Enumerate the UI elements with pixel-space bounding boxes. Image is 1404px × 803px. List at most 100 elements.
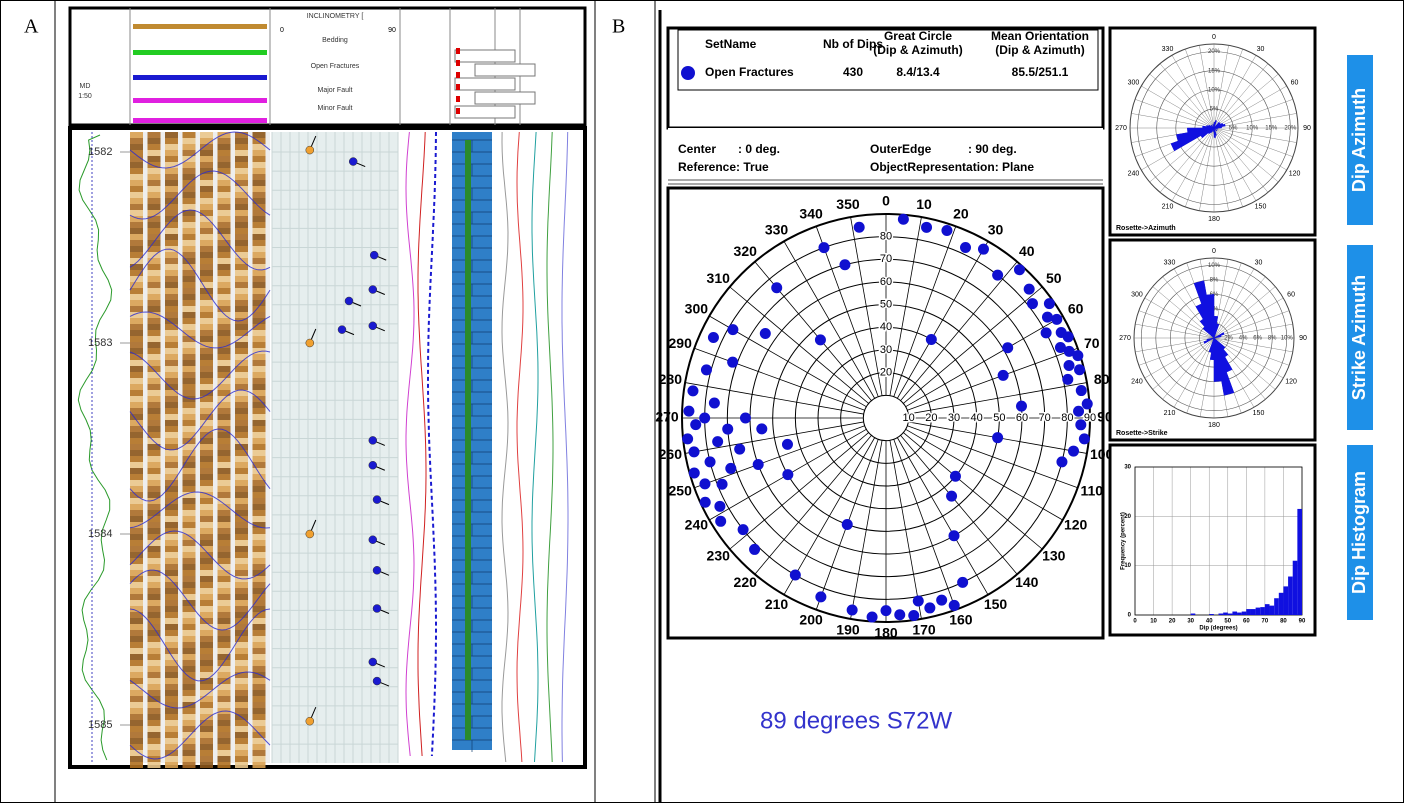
dip-label: 90 — [1084, 412, 1096, 424]
table-cell: Open Fractures — [705, 65, 794, 79]
rose-direction-label: 210 — [1162, 204, 1174, 211]
pole-point — [756, 423, 768, 435]
image-log-cell — [147, 714, 161, 720]
image-log-cell — [200, 252, 213, 258]
image-log-cell — [200, 738, 213, 744]
image-log-cell — [252, 474, 266, 480]
image-log-cell — [130, 642, 143, 648]
azimuth-spoke — [905, 315, 1063, 408]
image-log-cell — [165, 570, 178, 576]
image-log-cell — [130, 708, 143, 714]
rose-spoke — [1159, 127, 1215, 193]
image-log-cell — [200, 570, 213, 576]
dip-scale-label: 0 — [280, 27, 284, 34]
image-log-cell — [200, 504, 213, 510]
image-log-cell — [147, 594, 161, 600]
image-log-cell — [252, 534, 266, 540]
image-log-cell — [235, 642, 248, 648]
rose-ring-label: 4% — [1210, 306, 1219, 312]
rose-spoke — [1213, 45, 1229, 129]
image-log-cell — [252, 630, 266, 636]
image-log-cell — [217, 426, 231, 432]
header-flag — [456, 84, 460, 90]
pole-point — [846, 604, 858, 616]
image-log-cell — [252, 258, 266, 264]
image-log-cell — [182, 162, 196, 168]
image-log-cell — [200, 720, 213, 726]
sinusoid — [129, 350, 271, 400]
image-log-cell — [235, 282, 248, 288]
pole-point — [1015, 400, 1027, 412]
image-log-cell — [217, 588, 231, 594]
pole-point — [727, 356, 739, 368]
azimuth-spoke — [729, 286, 869, 404]
image-log-cell — [182, 552, 196, 558]
dip-label: 10 — [903, 412, 915, 424]
image-log-cell — [130, 480, 143, 486]
image-log-cell — [252, 360, 266, 366]
dip-label: 50 — [880, 299, 892, 311]
image-log-cell — [217, 132, 231, 138]
pole-point — [737, 524, 749, 536]
image-log-cell — [130, 540, 143, 546]
y-tick-label: 0 — [1128, 613, 1132, 619]
image-log-cell — [147, 558, 161, 564]
image-log-cell — [200, 168, 213, 174]
image-log-cell — [200, 648, 213, 654]
azimuth-label: 70 — [1084, 335, 1100, 351]
rose-ring-label: 5% — [1229, 126, 1238, 132]
image-log-cell — [235, 306, 248, 312]
image-log-cell — [182, 390, 196, 396]
image-log-cell — [217, 462, 231, 468]
image-log-cell — [200, 264, 213, 270]
image-log-cell — [147, 276, 161, 282]
image-log-cell — [147, 738, 161, 744]
image-log-cell — [200, 534, 213, 540]
image-log-cell — [165, 540, 178, 546]
image-log-cell — [165, 684, 178, 690]
image-log-cell — [130, 750, 143, 756]
image-log-cell — [147, 510, 161, 516]
image-log-cell — [165, 450, 178, 456]
image-log-cell — [130, 312, 143, 318]
image-log-cell — [147, 648, 161, 654]
image-log-cell — [147, 618, 161, 624]
image-log-cell — [235, 336, 248, 342]
image-log-cell — [217, 714, 231, 720]
x-tick-label: 80 — [1280, 619, 1287, 625]
image-log-cell — [147, 552, 161, 558]
pole-point — [1062, 331, 1074, 343]
image-log-cell — [217, 516, 231, 522]
image-log-cell — [165, 336, 178, 342]
azimuth-label: 110 — [1080, 483, 1103, 499]
image-log-cell — [200, 558, 213, 564]
dip-label: 60 — [880, 276, 892, 288]
image-log-cell — [200, 132, 213, 138]
image-log-cell — [182, 468, 196, 474]
image-log-cell — [165, 318, 178, 324]
image-log-cell — [217, 198, 231, 204]
image-log-cell — [182, 336, 196, 342]
histogram-bar — [1283, 586, 1289, 615]
image-log-cell — [165, 138, 178, 144]
image-log-cell — [235, 534, 248, 540]
image-log-cell — [252, 588, 266, 594]
image-log-cell — [147, 744, 161, 750]
image-log-cell — [165, 558, 178, 564]
azimuth-spoke — [900, 435, 1018, 575]
image-log-cell — [252, 180, 266, 186]
rose-petal — [1212, 123, 1215, 129]
image-log-cell — [235, 426, 248, 432]
image-log-cell — [182, 714, 196, 720]
image-log-cell — [165, 576, 178, 582]
histogram-bar — [1218, 613, 1224, 615]
tadpole — [368, 436, 378, 445]
rose-spoke — [1199, 45, 1215, 129]
image-log-cell — [182, 198, 196, 204]
pole-point — [715, 515, 727, 527]
image-log-cell — [252, 720, 266, 726]
image-log-cell — [182, 582, 196, 588]
image-log-cell — [130, 588, 143, 594]
image-log-cell — [130, 324, 143, 330]
image-log-cell — [182, 618, 196, 624]
